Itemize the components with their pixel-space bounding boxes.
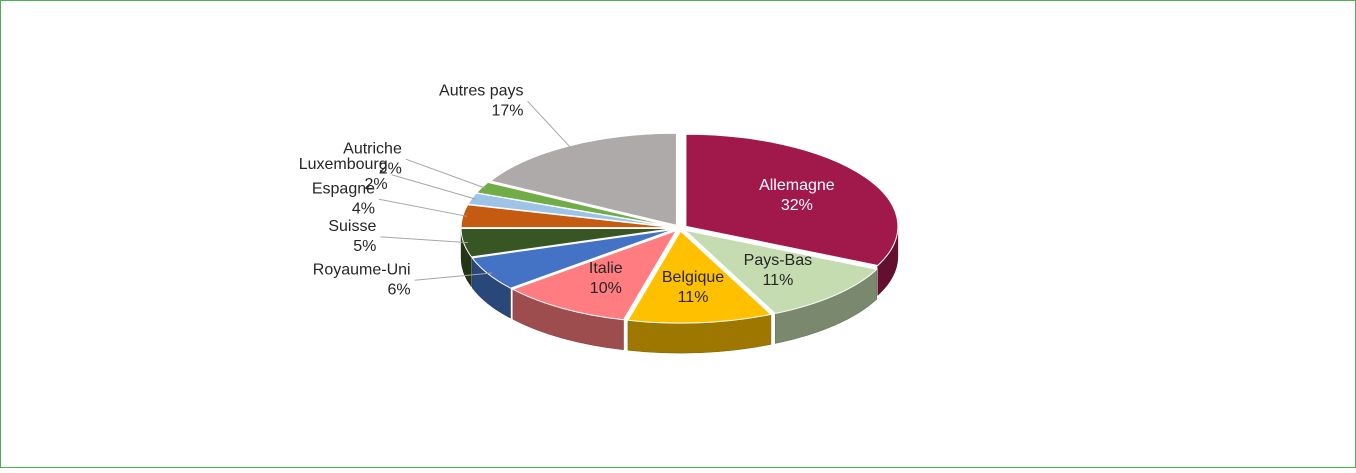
slice-tops bbox=[460, 132, 899, 324]
data-label-value: 2% bbox=[379, 160, 402, 177]
data-label-category: Autriche bbox=[343, 140, 402, 157]
data-label-category: Suisse bbox=[328, 218, 376, 235]
slice bbox=[475, 181, 674, 228]
data-label-category: Luxembourg bbox=[299, 156, 388, 173]
data-label-value: 10% bbox=[590, 280, 622, 297]
data-label-value: 17% bbox=[491, 102, 523, 119]
data-label-value: 6% bbox=[387, 281, 410, 298]
data-label-category: Royaume-Uni bbox=[313, 261, 411, 278]
data-label-category: Belgique bbox=[662, 269, 724, 286]
slice bbox=[460, 204, 674, 229]
data-label-value: 11% bbox=[762, 272, 793, 289]
data-label-category: Espagne bbox=[312, 180, 375, 197]
slice bbox=[685, 133, 899, 267]
data-label-value: 2% bbox=[365, 176, 388, 193]
leader-line bbox=[378, 198, 468, 217]
data-label-value: 5% bbox=[353, 238, 376, 255]
leader-line bbox=[391, 174, 476, 200]
data-label-category: Italie bbox=[589, 260, 623, 277]
data-label-value: 32% bbox=[781, 197, 813, 214]
data-label-value: 11% bbox=[678, 289, 709, 306]
data-label-value: 4% bbox=[352, 200, 375, 217]
data-label-category: Pays-Bas bbox=[744, 252, 812, 269]
slice bbox=[683, 229, 878, 315]
data-label-category: Autres pays bbox=[439, 82, 523, 99]
leader-line bbox=[405, 158, 486, 189]
slice bbox=[460, 227, 674, 258]
data-label-category: Allemagne bbox=[759, 177, 835, 194]
leader-line bbox=[414, 272, 492, 281]
leader-line bbox=[527, 100, 572, 149]
slice bbox=[511, 229, 678, 321]
slice bbox=[471, 229, 675, 289]
slice bbox=[627, 230, 772, 324]
leader-line bbox=[380, 236, 468, 244]
